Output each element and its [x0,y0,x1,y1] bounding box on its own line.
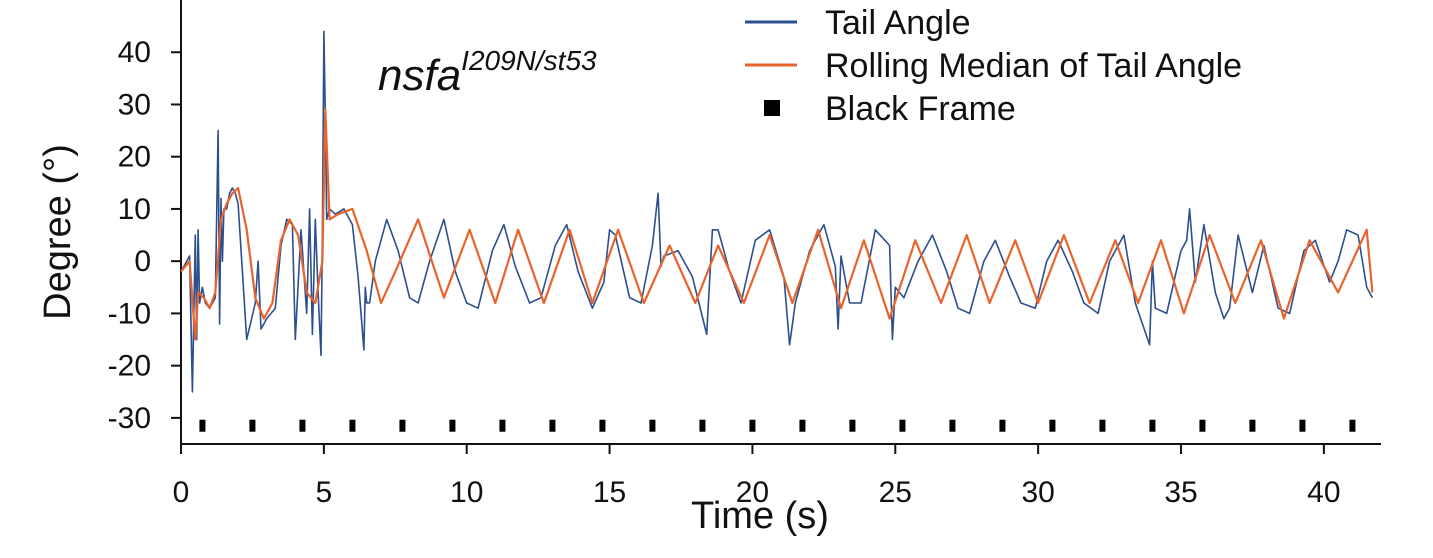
y-tick-label: 20 [118,141,151,174]
legend-label: Black Frame [825,90,1016,128]
plot-area [180,30,1374,432]
black-frame-marker [1099,419,1106,432]
black-frame-marker [749,419,756,432]
black-frame-marker [199,419,206,432]
x-tick-label: 0 [173,476,190,509]
x-ticks: 0 5 10 15 20 25 30 35 40 [173,444,1341,509]
black-frame-marker [1199,419,1206,432]
y-tick-label: 0 [134,245,151,278]
series-black-frame [199,419,1356,432]
y-tick-label: 30 [118,88,151,121]
legend-label: Tail Angle [825,4,971,42]
series-rolling-median [180,108,1374,341]
genotype-annotation-base: nsfa [378,51,461,100]
black-frame-marker [1349,419,1356,432]
x-tick-label: 30 [1021,476,1054,509]
legend-swatch [764,100,780,116]
y-axis-title: Degree (°) [37,144,79,320]
black-frame-marker [899,419,906,432]
genotype-annotation: nsfaI209N/st53 [378,45,597,100]
y-tick-label: -10 [108,297,151,330]
black-frame-marker [499,419,506,432]
black-frame-marker [1049,419,1056,432]
genotype-annotation-superscript: I209N/st53 [461,45,597,76]
x-tick-label: 25 [879,476,912,509]
axes: -30 -20 -10 0 10 20 30 40 0 5 10 15 20 25 30 35 40 [108,0,1381,509]
black-frame-marker [1299,419,1306,432]
y-ticks: -30 -20 -10 0 10 20 30 40 [108,36,181,435]
black-frame-marker [299,419,306,432]
black-frame-marker [449,419,456,432]
legend: Tail Angle Rolling Median of Tail Angle Bl… [745,4,1242,128]
black-frame-marker [549,419,556,432]
x-tick-label: 35 [1164,476,1197,509]
x-axis-title: Time (s) [691,495,829,537]
black-frame-marker [1149,419,1156,432]
black-frame-marker [399,419,406,432]
black-frame-marker [999,419,1006,432]
black-frame-marker [649,419,656,432]
black-frame-marker [349,419,356,432]
x-tick-label: 15 [593,476,626,509]
black-frame-marker [249,419,256,432]
legend-label: Rolling Median of Tail Angle [825,47,1242,85]
x-tick-label: 40 [1307,476,1340,509]
black-frame-marker [599,419,606,432]
x-tick-label: 10 [450,476,483,509]
black-frame-marker [949,419,956,432]
x-tick-label: 20 [736,476,769,509]
y-tick-label: -30 [108,402,151,435]
black-frame-marker [799,419,806,432]
x-tick-label: 5 [316,476,333,509]
black-frame-marker [1249,419,1256,432]
series-tail-angle [180,30,1374,393]
y-tick-label: -20 [108,350,151,383]
black-frame-marker [699,419,706,432]
y-tick-label: 40 [118,36,151,69]
black-frame-marker [849,419,856,432]
y-tick-label: 10 [118,193,151,226]
